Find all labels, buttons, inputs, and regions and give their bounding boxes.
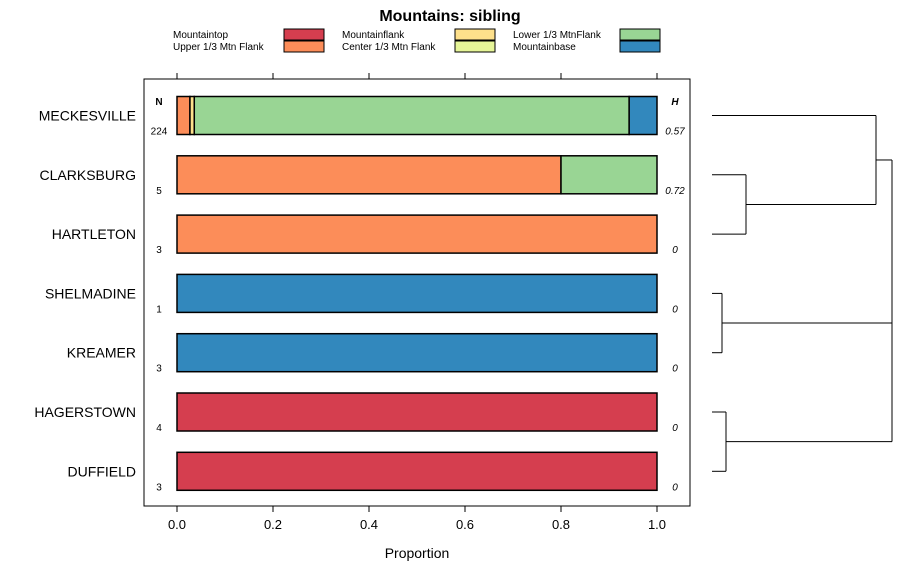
chart-title: Mountains: sibling [379, 8, 520, 25]
n-column-header: N [155, 97, 162, 108]
legend-label: Lower 1/3 MtnFlank [513, 30, 602, 41]
h-value: 0 [672, 304, 678, 315]
h-value: 0 [672, 364, 678, 375]
n-value: 3 [156, 482, 162, 493]
legend-label: Center 1/3 Mtn Flank [342, 42, 436, 53]
bar-segment [193, 95, 630, 136]
bar-segment [176, 451, 658, 492]
row-label: MECKESVILLE [39, 108, 136, 124]
row-label: SHELMADINE [45, 285, 136, 301]
n-labels: 224 5 3 1 3 4 3 [151, 127, 168, 494]
legend-label: Mountainbase [513, 42, 576, 53]
legend-swatch [283, 40, 325, 53]
row-label: KREAMER [67, 345, 136, 361]
legend-label: Mountaintop [173, 30, 228, 41]
dendrogram [712, 115, 893, 472]
legend-swatch [283, 28, 325, 41]
legend-label: Upper 1/3 Mtn Flank [173, 42, 265, 53]
x-tick-label: 0.2 [264, 517, 282, 532]
h-value: 0.57 [665, 127, 685, 138]
x-axis-label: Proportion [385, 545, 450, 561]
row-label: HAGERSTOWN [34, 404, 136, 420]
h-value: 0 [672, 423, 678, 434]
row-label: DUFFIELD [68, 463, 136, 479]
x-tick-label: 0.6 [456, 517, 474, 532]
bar-segment [176, 332, 658, 373]
bar-segment [176, 95, 191, 136]
row-label: HARTLETON [52, 226, 136, 242]
x-axis: 0.0 0.2 0.4 0.6 0.8 1.0 [168, 73, 666, 532]
bar-segment [176, 273, 658, 314]
plot-frame [143, 78, 691, 507]
bar-segment [176, 392, 658, 432]
h-value: 0 [672, 482, 678, 493]
bar-segment [176, 214, 658, 254]
h-value: 0.72 [665, 186, 685, 197]
legend-swatch [454, 28, 496, 41]
row-label: CLARKSBURG [40, 167, 136, 183]
n-value: 5 [156, 186, 162, 197]
n-value: 3 [156, 245, 162, 256]
bars [176, 95, 658, 492]
h-column-header: H [671, 97, 679, 108]
legend-label: Mountainflank [342, 30, 405, 41]
x-tick-label: 0.0 [168, 517, 186, 532]
legend-swatch [454, 40, 496, 53]
x-tick-label: 0.4 [360, 517, 378, 532]
legend-swatch [619, 40, 661, 53]
bar-segment [176, 155, 562, 195]
x-tick-label: 1.0 [648, 517, 666, 532]
n-value: 1 [156, 304, 162, 315]
h-value: 0 [672, 245, 678, 256]
legend-swatch [619, 28, 661, 41]
n-value: 3 [156, 364, 162, 375]
n-value: 4 [156, 423, 162, 434]
row-labels: MECKESVILLE CLARKSBURG HARTLETON SHELMADINE… [34, 108, 136, 480]
x-tick-label: 0.8 [552, 517, 570, 532]
h-labels: 0.57 0.72 0 0 0 0 0 [665, 127, 685, 494]
bar-segment [628, 95, 658, 136]
bar-segment [560, 155, 658, 195]
n-value: 224 [151, 127, 168, 138]
